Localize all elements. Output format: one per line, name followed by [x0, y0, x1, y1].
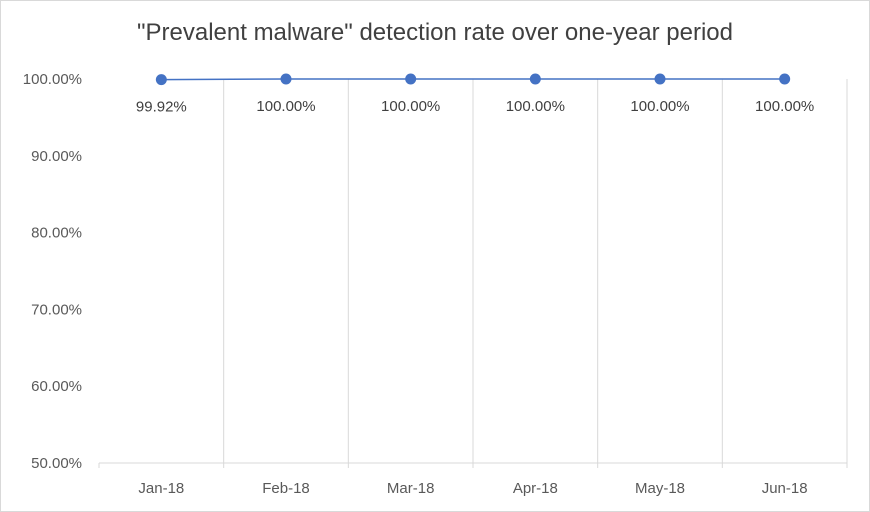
- x-tick-label: May-18: [635, 480, 685, 497]
- x-tick-label: Mar-18: [387, 480, 435, 497]
- chart-title: "Prevalent malware" detection rate over …: [136, 19, 733, 46]
- x-tick-label: Jun-18: [762, 480, 808, 497]
- y-tick-label: 60.00%: [31, 378, 82, 395]
- y-tick-label: 70.00%: [31, 301, 82, 318]
- data-label: 100.00%: [506, 98, 565, 115]
- series-line: [161, 78, 785, 81]
- data-label: 100.00%: [630, 98, 689, 115]
- data-point: [654, 73, 666, 85]
- data-point: [280, 73, 292, 85]
- y-tick-label: 100.00%: [23, 71, 82, 88]
- data-label: 100.00%: [256, 98, 315, 115]
- x-tick-label: Jan-18: [138, 480, 184, 497]
- data-point: [155, 74, 167, 86]
- data-label: 100.00%: [755, 98, 814, 115]
- data-point: [779, 73, 791, 85]
- data-label: 100.00%: [381, 98, 440, 115]
- y-tick-label: 80.00%: [31, 225, 82, 242]
- data-point: [529, 73, 541, 85]
- x-tick-label: Feb-18: [262, 480, 310, 497]
- data-point: [405, 73, 417, 85]
- y-tick-label: 50.00%: [31, 455, 82, 472]
- x-tick-label: Apr-18: [513, 480, 558, 497]
- y-tick-label: 90.00%: [31, 148, 82, 165]
- data-label: 99.92%: [136, 99, 187, 116]
